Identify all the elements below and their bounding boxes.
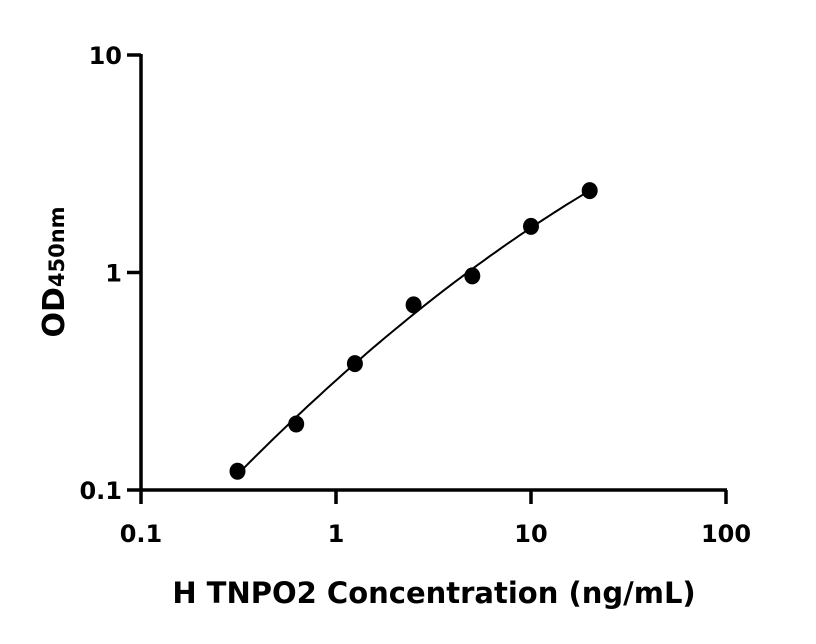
y-tick-label: 1 bbox=[105, 260, 122, 288]
data-point bbox=[288, 415, 305, 433]
y-axis-label-main: OD bbox=[37, 287, 72, 337]
axes bbox=[139, 54, 727, 492]
data-points bbox=[229, 182, 598, 480]
y-tick-label: 10 bbox=[89, 42, 122, 70]
fit-curve bbox=[236, 189, 591, 476]
data-point bbox=[523, 217, 539, 235]
y-tick-label: 0.1 bbox=[79, 477, 122, 505]
data-point bbox=[346, 355, 363, 373]
x-axis-label: H TNPO2 Concentration (ng/mL) bbox=[172, 576, 695, 610]
y-axis-label: OD450nm bbox=[37, 206, 72, 337]
data-point bbox=[229, 462, 246, 480]
y-axis-label-sub: 450nm bbox=[45, 206, 69, 287]
ticks: 0.1 1 10 100 0.1 1 10 bbox=[79, 42, 751, 548]
x-tick-label: 1 bbox=[328, 520, 345, 548]
data-point bbox=[405, 296, 422, 314]
x-tick-label: 100 bbox=[701, 520, 751, 548]
x-tick-label: 0.1 bbox=[120, 520, 163, 548]
x-tick-label: 10 bbox=[514, 520, 547, 548]
data-point bbox=[581, 182, 598, 200]
data-point bbox=[464, 267, 481, 285]
